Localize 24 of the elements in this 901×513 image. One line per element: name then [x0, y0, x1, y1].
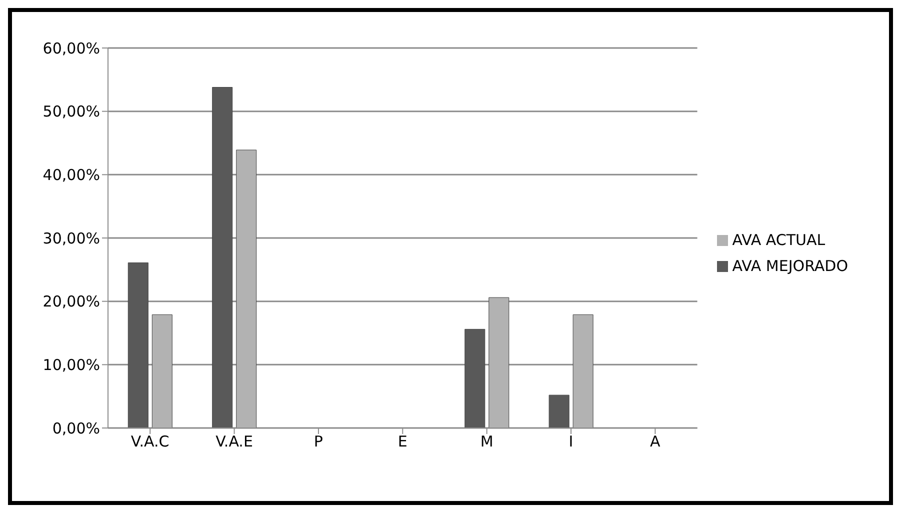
- y-tick-label: 40,00%: [42, 166, 100, 184]
- legend-label: AVA MEJORADO: [732, 257, 848, 275]
- bar: [152, 314, 172, 428]
- bar: [548, 394, 570, 428]
- x-tick-label: M: [480, 432, 494, 451]
- legend-label: AVA ACTUAL: [732, 231, 826, 249]
- x-tick-label: V.A.E: [216, 432, 253, 451]
- bar: [464, 328, 486, 428]
- bar: [236, 150, 257, 428]
- y-tick-label: 60,00%: [42, 39, 100, 58]
- bar: [488, 297, 510, 428]
- y-tick-label: 0,00%: [52, 419, 100, 438]
- y-tick-label: 20,00%: [42, 292, 100, 311]
- x-tick-label: I: [568, 432, 574, 451]
- x-tick-label: P: [314, 432, 323, 451]
- y-tick-label: 30,00%: [42, 229, 100, 248]
- y-tick-label: 10,00%: [42, 356, 100, 374]
- y-tick-label: 50,00%: [42, 102, 100, 121]
- x-tick-label: E: [398, 432, 408, 451]
- bar: [212, 87, 233, 428]
- bar: [572, 314, 594, 428]
- x-tick-label: V.A.C: [130, 432, 170, 451]
- x-tick-label: A: [650, 432, 662, 451]
- bar: [128, 262, 148, 428]
